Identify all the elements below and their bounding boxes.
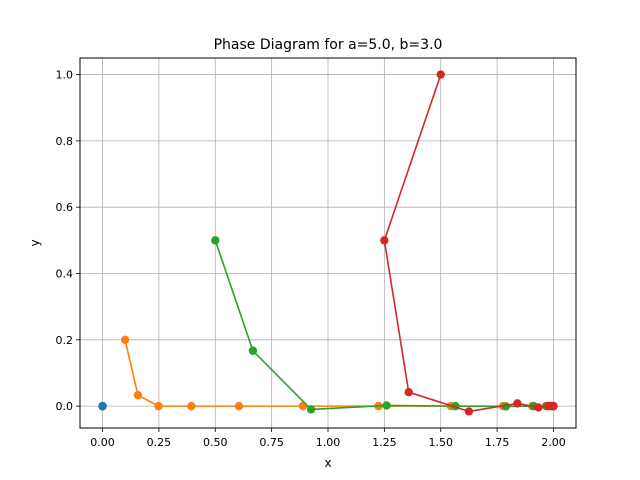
data-point	[549, 401, 558, 411]
x-tick-label: 1.00	[316, 436, 341, 449]
data-point	[98, 401, 107, 411]
series-3	[380, 70, 558, 416]
x-axis-label: x	[324, 456, 331, 470]
ticks: 0.00 0.25 0.50 0.75 1.00 1.25 1.50 1.75 2.00 0.0 0…	[56, 69, 566, 449]
y-axis-label: y	[28, 239, 42, 246]
data-point	[120, 335, 130, 345]
data-point	[436, 70, 445, 79]
data-point	[382, 401, 391, 410]
y-tick-label: 1.0	[56, 69, 74, 82]
series-group	[98, 70, 558, 416]
data-point	[187, 401, 196, 411]
x-tick-label: 1.25	[372, 436, 397, 449]
data-point	[133, 390, 143, 400]
x-tick-label: 1.50	[428, 436, 453, 449]
series-0	[98, 401, 107, 411]
data-point	[404, 387, 413, 397]
x-tick-label: 0.00	[90, 436, 115, 449]
x-tick-label: 2.00	[541, 436, 566, 449]
data-point	[513, 399, 522, 408]
y-tick-label: 0.8	[56, 135, 74, 148]
y-tick-label: 0.2	[56, 334, 74, 347]
chart-title: Phase Diagram for a=5.0, b=3.0	[214, 37, 443, 53]
data-point	[380, 236, 389, 245]
data-point	[306, 405, 316, 414]
data-point	[234, 401, 244, 411]
data-point	[154, 401, 163, 411]
y-tick-label: 0.0	[56, 400, 74, 413]
x-tick-label: 0.75	[259, 436, 284, 449]
data-point	[534, 403, 543, 412]
y-tick-label: 0.6	[56, 201, 74, 214]
data-point	[211, 236, 220, 245]
x-tick-label: 0.25	[147, 436, 172, 449]
x-tick-label: 0.50	[203, 436, 228, 449]
y-tick-label: 0.4	[56, 268, 74, 281]
x-tick-label: 1.75	[485, 436, 510, 449]
data-point	[464, 407, 474, 416]
data-point	[248, 346, 258, 355]
